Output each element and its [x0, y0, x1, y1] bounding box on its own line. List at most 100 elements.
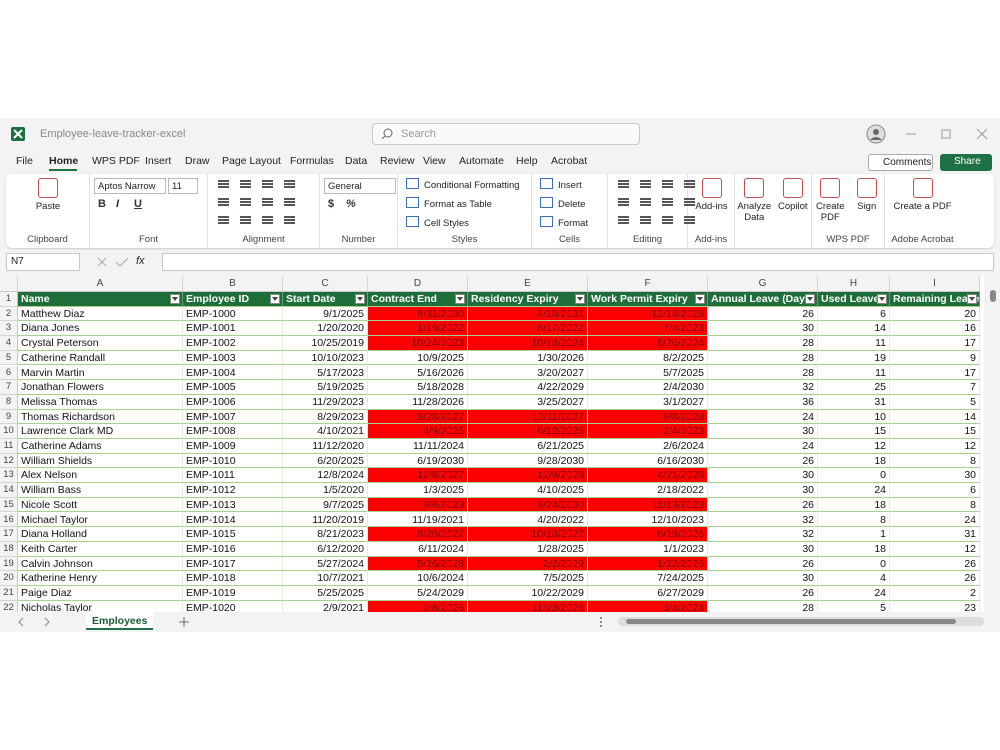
sheet-tab[interactable]: Employees [86, 612, 154, 630]
ribbon-group: Alignment [208, 174, 320, 248]
window-controls[interactable] [900, 126, 996, 142]
filter-button[interactable] [695, 294, 705, 304]
toolbar-icon[interactable] [640, 216, 651, 218]
column-header: E [468, 276, 588, 292]
toolbar-icon[interactable] [662, 216, 673, 218]
list-button[interactable]: Delete [540, 197, 585, 210]
file-name[interactable]: Employee-leave-tracker-excel [40, 128, 186, 140]
formula-input[interactable] [162, 253, 994, 271]
filter-button[interactable] [455, 294, 465, 304]
ribbon-tab[interactable]: Home [49, 155, 79, 167]
column-header: D [368, 276, 468, 292]
ribbon-tab[interactable]: WPS PDF [92, 155, 140, 167]
search-box[interactable]: Search [372, 123, 640, 145]
toolbar-icon[interactable] [284, 180, 295, 182]
filter-button[interactable] [967, 294, 977, 304]
toolbar-icon[interactable] [218, 180, 229, 182]
table-cell: 5/24/2029 [368, 586, 468, 601]
ribbon-tab[interactable]: Formulas [290, 155, 334, 167]
toolbar-icon[interactable] [284, 216, 295, 218]
add-sheet[interactable] [178, 616, 190, 628]
toolbar-icon[interactable] [262, 216, 273, 218]
comments-button[interactable]: Comments [868, 154, 933, 171]
list-button[interactable]: Format as Table [406, 197, 492, 210]
toolbar-icon[interactable] [684, 198, 695, 200]
toolbar-icon[interactable] [240, 180, 251, 182]
table-cell: 7/24/2025 [588, 571, 708, 586]
list-button[interactable]: Cell Styles [406, 216, 469, 229]
ribbon-tab[interactable]: Automate [459, 155, 504, 167]
row-header: 2 [0, 306, 18, 322]
more-options[interactable] [598, 616, 604, 628]
list-button[interactable]: Format [540, 216, 588, 229]
filter-button[interactable] [170, 294, 180, 304]
ribbon-tab[interactable]: Draw [185, 155, 210, 167]
ribbon-button[interactable]: Sign [849, 178, 886, 212]
toolbar-icon[interactable] [662, 198, 673, 200]
user-avatar[interactable] [866, 124, 886, 144]
dropdown-field[interactable]: General [324, 178, 396, 194]
table-cell: Catherine Randall [18, 350, 183, 366]
dropdown-field[interactable]: 11 [168, 178, 198, 194]
toolbar-icon[interactable] [684, 180, 695, 182]
toolbar-icon[interactable] [618, 198, 629, 200]
name-box[interactable]: N7 [6, 253, 80, 271]
list-button[interactable]: Conditional Formatting [406, 178, 520, 191]
sheet-nav[interactable] [16, 616, 56, 628]
list-button[interactable]: Insert [540, 178, 582, 191]
ribbon-button[interactable]: Create PDF [812, 178, 849, 223]
table-cell: 9/28/2030 [468, 453, 588, 469]
format-button[interactable]: % [346, 198, 356, 210]
format-button[interactable]: B [98, 198, 106, 210]
toolbar-icon[interactable] [640, 198, 651, 200]
ribbon-tab[interactable]: Acrobat [551, 155, 588, 167]
toolbar-icon[interactable] [262, 180, 273, 182]
ribbon-tab[interactable]: Data [345, 155, 368, 167]
ribbon-button[interactable]: Add-ins [688, 178, 735, 212]
fx-label: fx [136, 255, 145, 267]
ribbon-button[interactable]: Create a PDF [885, 178, 960, 212]
share-button[interactable]: Share [940, 154, 992, 171]
format-button[interactable]: $ [328, 198, 335, 210]
toolbar-icon[interactable] [284, 198, 295, 200]
ribbon-tab[interactable]: File [16, 155, 33, 167]
toolbar-icon[interactable] [240, 216, 251, 218]
toolbar-icon[interactable] [218, 216, 229, 218]
toolbar-icon[interactable] [218, 198, 229, 200]
table-cell: 8 [890, 497, 980, 513]
ribbon-tab[interactable]: Review [380, 155, 415, 167]
filter-button[interactable] [270, 294, 280, 304]
toolbar-icon[interactable] [640, 180, 651, 182]
ribbon-tab[interactable]: Page Layout [222, 155, 281, 167]
ribbon-tab[interactable]: View [423, 155, 446, 167]
ribbon-button[interactable]: Paste [6, 178, 90, 212]
filter-button[interactable] [575, 294, 585, 304]
table-cell: 12 [890, 541, 980, 557]
format-button[interactable]: U [134, 198, 142, 210]
table-cell: 2/8/2026 [368, 600, 468, 612]
toolbar-icon[interactable] [240, 198, 251, 200]
toolbar-icon[interactable] [618, 216, 629, 218]
horizontal-scrollbar[interactable] [618, 617, 984, 626]
filter-button[interactable] [877, 294, 887, 304]
toolbar-icon[interactable] [262, 198, 273, 200]
ribbon-button[interactable]: Analyze Data [735, 178, 774, 223]
ribbon-button[interactable]: Copilot [774, 178, 813, 212]
ribbon-group: Clipboard Paste [6, 174, 90, 248]
filter-button[interactable] [805, 294, 815, 304]
group-label: Number [341, 234, 376, 245]
ribbon-tab[interactable]: Help [516, 155, 538, 167]
ribbon-tab[interactable]: Insert [145, 155, 172, 167]
filter-button[interactable] [355, 294, 365, 304]
toolbar-icon[interactable] [662, 180, 673, 182]
scroll-thumb[interactable] [990, 290, 996, 302]
table-cell: 6/21/2025 [468, 439, 588, 454]
h-scroll-thumb[interactable] [626, 619, 956, 624]
vertical-scrollbar[interactable] [986, 276, 1000, 612]
toolbar-icon[interactable] [684, 216, 695, 218]
format-button[interactable]: I [116, 198, 120, 210]
dropdown-field[interactable]: Aptos Narrow [94, 178, 166, 194]
toolbar-icon[interactable] [618, 180, 629, 182]
header-text: Remaining Leave [893, 293, 980, 305]
table-cell: 15 [890, 424, 980, 439]
